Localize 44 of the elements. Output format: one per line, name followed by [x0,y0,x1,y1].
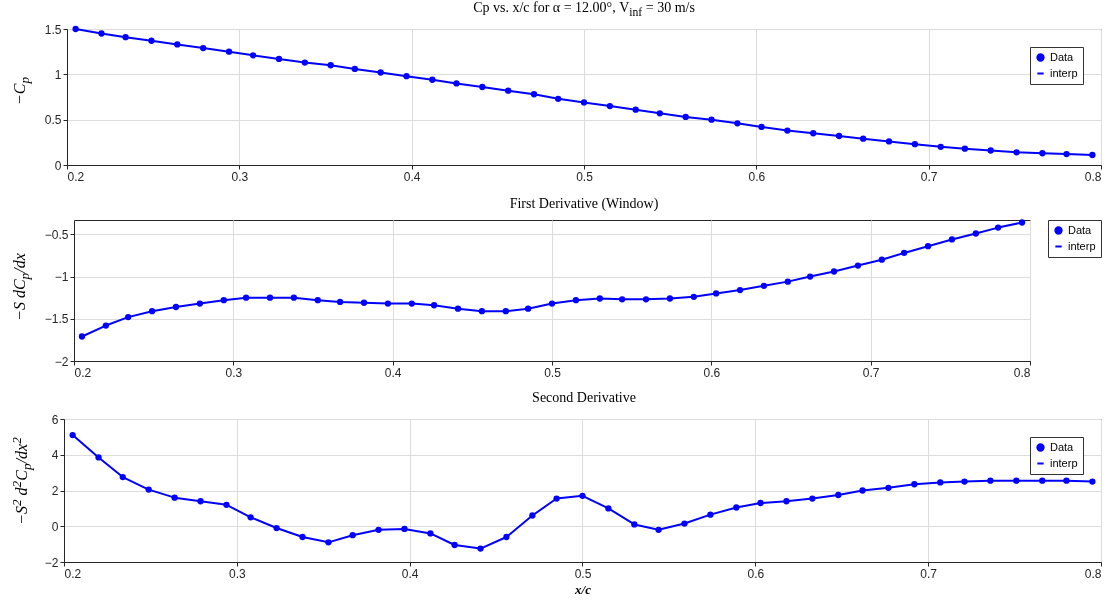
x-tick-label: 0.3 [231,169,249,184]
x-tick-label: 0.6 [748,169,766,184]
x-tick-label: 0.3 [228,566,246,581]
x-tick-label: 0.8 [1013,365,1031,380]
legend-label: Data [1050,50,1075,63]
x-tick-label: 0.3 [225,365,243,380]
x-tick-label: 0.6 [703,365,721,380]
x-tick-label: 0.8 [1084,566,1102,581]
x-tick-label: 0.5 [574,566,592,581]
y-tick-label: 0 [54,158,62,173]
x-tick-label: 0.4 [401,566,419,581]
x-tick-label: 0.4 [384,365,402,380]
x-tick-label: 0.7 [920,566,938,581]
y-tick-label: 6 [51,412,59,427]
legend-label: interp [1068,239,1096,252]
x-tick-label: 0.5 [576,169,594,184]
x-tick-label: 0.2 [74,365,92,380]
chart-title: Second Derivative [531,390,637,406]
y-tick-label: 0.5 [44,113,62,128]
y-tick-label: 1.5 [44,22,62,37]
legend-label: Data [1050,440,1075,453]
y-tick-label: 4 [51,448,59,463]
legend-label: Data [1068,223,1093,236]
y-tick-label: −1.5 [44,312,69,327]
x-axis-title: x/c [574,581,592,597]
y-tick-label: 2 [51,484,59,498]
y-tick-label: 0 [51,519,59,534]
y-tick-label: −2 [54,354,69,369]
chart-title: First Derivative (Window) [508,196,660,212]
chart-title: Cp vs. x/c for α = 12.00°, V$_{inf}$ = 30 m/s [472,0,696,19]
legend-label: interp [1050,66,1078,79]
x-tick-label: 0.4 [403,169,421,184]
x-tick-label: 0.5 [544,365,562,380]
x-tick-label: 0.2 [67,169,85,184]
legend-label: interp [1050,456,1078,469]
x-tick-label: 0.2 [64,566,82,581]
y-tick-label: 1 [54,67,62,82]
y-tick-label: −1 [54,270,69,285]
x-tick-label: 0.7 [862,365,880,380]
x-tick-label: 0.6 [747,566,765,581]
x-tick-label: 0.7 [920,169,938,184]
y-tick-label: −0.5 [44,227,69,242]
x-tick-label: 0.8 [1084,169,1102,184]
y-tick-label: −2 [44,555,59,570]
